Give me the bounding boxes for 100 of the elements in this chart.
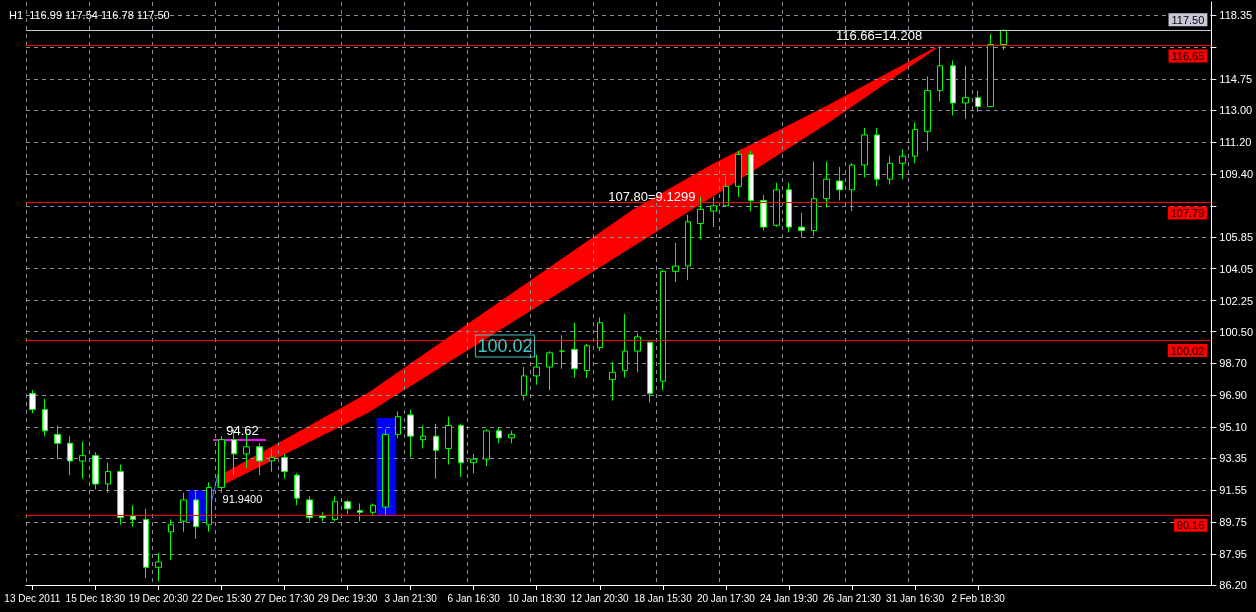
candlestick (407, 409, 414, 458)
x-tick-label: 15 Dec 18:30 (65, 592, 126, 604)
candlestick (92, 451, 99, 490)
y-tick-label: 93.35 (1219, 452, 1247, 465)
y-tick-label: 95.10 (1219, 421, 1247, 434)
y-tick-label: 105.85 (1219, 230, 1254, 243)
candlestick (723, 175, 729, 207)
candlestick (256, 442, 263, 476)
candlestick (861, 127, 868, 178)
candlestick (79, 440, 86, 480)
candlestick (306, 495, 313, 522)
candlestick (823, 160, 830, 209)
candlestick (849, 162, 855, 212)
candlestick (634, 332, 641, 373)
y-tick-label: 118.35 (1219, 9, 1253, 22)
y-tick-label: 87.95 (1219, 547, 1247, 560)
y-tick-label: 111.20 (1219, 135, 1252, 148)
candlestick (382, 428, 389, 517)
candlestick (281, 453, 288, 480)
candlestick (357, 502, 363, 522)
candlestick (105, 462, 111, 494)
x-tick-label: 13 Dec 2011 (4, 592, 61, 604)
x-tick-label: 3 Jan 21:30 (384, 592, 438, 604)
x-tick-label: 31 Jan 16:30 (886, 592, 945, 604)
candlestick (546, 350, 553, 391)
y-tick-label: 96.90 (1219, 389, 1247, 402)
candlestick (597, 316, 603, 352)
candlestick (899, 148, 906, 180)
candlestick (508, 430, 515, 444)
candlestick (760, 194, 767, 232)
candlestick (685, 214, 691, 281)
candlestick (117, 464, 124, 526)
x-tick-label: 20 Jan 17:30 (696, 592, 756, 604)
ref-line-label: 90.16 (1176, 519, 1205, 532)
candlestick (155, 552, 162, 582)
candlestick (937, 45, 943, 102)
x-tick-label: 26 Jan 21:30 (823, 592, 882, 604)
candlestick (773, 182, 780, 228)
candlestick (218, 435, 225, 494)
candlestick (735, 150, 742, 198)
candlestick (496, 426, 502, 444)
candlestick (206, 481, 212, 533)
candlestick (29, 389, 36, 414)
candlestick (67, 435, 73, 476)
candlestick (798, 212, 805, 239)
x-tick-label: 18 Jan 15:30 (633, 592, 693, 604)
x-tick-label: 10 Jan 18:30 (507, 592, 567, 604)
candlestick (887, 155, 893, 186)
x-tick-label: 24 Jan 19:30 (760, 592, 819, 604)
y-tick-label: 86.20 (1219, 579, 1247, 591)
candlestick (571, 322, 578, 379)
candlestick (533, 354, 540, 386)
candlestick (395, 410, 401, 439)
candlestick (445, 416, 452, 465)
y-tick-label: 102.25 (1219, 294, 1254, 307)
candlestick (924, 75, 931, 152)
candlestick (622, 313, 628, 379)
candlestick (269, 448, 275, 473)
candlestick (193, 490, 199, 540)
candlestick (912, 122, 918, 164)
ref-line-label: 117.50 (1171, 13, 1205, 26)
candlestick (559, 334, 565, 370)
candlestick (647, 341, 653, 403)
candlestick (483, 428, 490, 467)
x-tick-label: 27 Dec 17:30 (254, 592, 315, 604)
y-tick-label: 89.75 (1219, 516, 1247, 529)
candlestick (143, 508, 149, 579)
x-tick-label: 19 Dec 20:30 (128, 592, 189, 604)
ref-line-label: 116.65 (1171, 49, 1205, 62)
candlestick (521, 366, 527, 402)
candlestick (420, 425, 426, 450)
y-tick-label: 100.50 (1219, 325, 1254, 338)
candlestick (1000, 29, 1007, 51)
y-tick-label: 98.70 (1219, 357, 1247, 370)
candlestick (710, 196, 717, 228)
x-tick-label: 12 Jan 20:30 (570, 592, 630, 604)
annotation: 100.02 (477, 336, 533, 356)
annotation: 94.62 (226, 422, 259, 438)
candlestick (748, 150, 754, 212)
y-tick-label: 109.40 (1219, 167, 1254, 180)
candlestick (811, 160, 817, 237)
candlestick (975, 90, 981, 113)
candlestick (786, 182, 792, 233)
candlestick (344, 499, 351, 515)
candlestick (370, 502, 376, 517)
candlestick (874, 127, 880, 187)
text: H1 116.99 117.54 116.78 117.50 (9, 8, 170, 21)
y-tick-label: 91.55 (1219, 484, 1247, 497)
candlestick (54, 425, 61, 460)
x-tick-label: 2 Feb 18:30 (951, 592, 1006, 604)
candlestick (672, 242, 679, 283)
annotation: 91.9400 (222, 493, 263, 505)
x-tick-label: 22 Dec 15:30 (191, 592, 252, 604)
y-tick-label: 113.00 (1219, 104, 1253, 117)
candlestick (42, 398, 48, 437)
candlestick (962, 65, 969, 120)
candlestick (294, 472, 300, 506)
candlestick (987, 33, 994, 108)
y-tick-label: 114.75 (1219, 73, 1253, 86)
annotation: 116.66=14.208 (835, 27, 923, 43)
